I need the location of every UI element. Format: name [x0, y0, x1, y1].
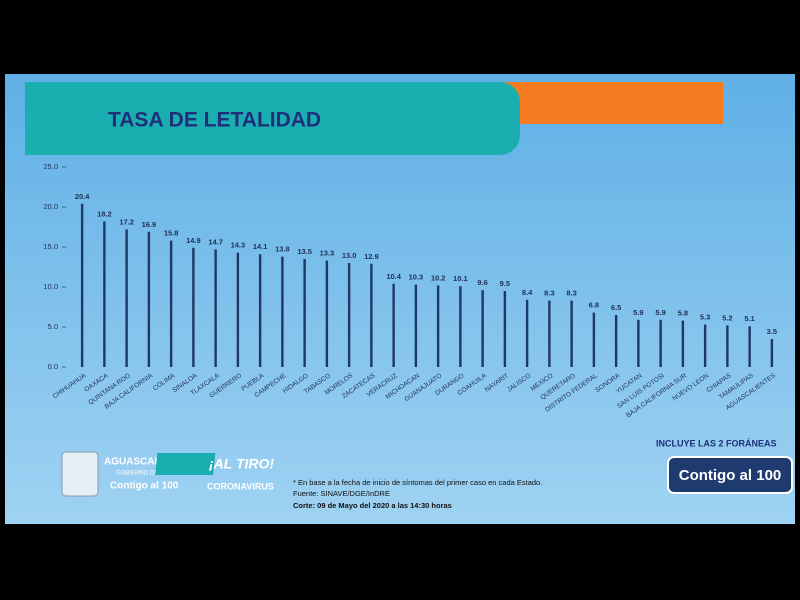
- slogan: Contigo al 100: [110, 481, 179, 492]
- bar: [614, 315, 618, 367]
- bar: [681, 320, 685, 367]
- value-label: 18.2: [97, 209, 112, 218]
- bar: [147, 231, 151, 367]
- bar: [80, 203, 84, 367]
- bar: [103, 221, 106, 367]
- y-tick-label: 25.0: [43, 162, 58, 171]
- value-label: 3.5: [767, 327, 777, 336]
- footer: AGUASCALIENTES GOBIERNO DEL ESTADO Conti…: [61, 438, 793, 510]
- y-tick-label: 15.0: [43, 242, 58, 251]
- campaign-box: [155, 453, 216, 475]
- value-label: 10.2: [431, 273, 446, 282]
- bar: [258, 254, 262, 367]
- value-label: 5.8: [678, 309, 688, 318]
- bar: [370, 263, 373, 367]
- bar: [592, 312, 596, 367]
- bar: [459, 286, 462, 367]
- value-label: 5.9: [633, 308, 643, 317]
- value-label: 14.9: [186, 236, 201, 245]
- bar: [325, 260, 329, 367]
- value-label: 13.8: [275, 245, 290, 254]
- value-label: 12.9: [364, 252, 379, 261]
- value-label: 17.2: [119, 217, 134, 226]
- bar: [659, 319, 662, 367]
- value-label: 6.8: [589, 301, 599, 310]
- note: * En base a la fecha de inicio de síntom…: [293, 478, 542, 487]
- value-label: 13.5: [297, 247, 312, 256]
- value-label: 14.3: [231, 241, 246, 250]
- value-label: 5.9: [655, 308, 665, 317]
- campaign-sub: CORONAVIRUS: [207, 481, 274, 491]
- value-label: 8.3: [544, 289, 554, 298]
- value-label: 15.8: [164, 229, 179, 238]
- bar: [303, 259, 306, 367]
- chart-title: TASA DE LETALIDAD: [108, 109, 321, 132]
- value-label: 9.6: [477, 278, 487, 287]
- bar: [703, 324, 707, 367]
- value-label: 6.5: [611, 303, 621, 312]
- bar: [347, 263, 351, 367]
- bar: [192, 247, 195, 367]
- government: GOBIERNO DEL ESTADO: [116, 471, 188, 477]
- value-label: 16.9: [142, 220, 157, 229]
- value-label: 20.4: [75, 192, 90, 201]
- bar: [236, 252, 240, 367]
- bar: [125, 229, 128, 367]
- value-label: 10.3: [409, 273, 424, 282]
- coat-of-arms: [61, 451, 99, 497]
- bar: [281, 256, 284, 367]
- value-label: 5.1: [744, 314, 754, 323]
- letterbox: [0, 524, 800, 600]
- badge-box: [667, 456, 793, 494]
- bar: [414, 284, 418, 367]
- y-tick-label: 20.0: [43, 202, 58, 211]
- bar: [392, 283, 395, 367]
- value-label: 10.4: [386, 272, 401, 281]
- y-tick-label: 5.0: [48, 322, 58, 331]
- bar: [436, 285, 440, 367]
- bar: [525, 299, 529, 367]
- badge: Contigo al 100: [679, 467, 782, 484]
- note: Corte: 09 de Mayo del 2020 a las 14:30 h…: [293, 501, 452, 510]
- bar: [169, 240, 173, 367]
- y-tick-label: 10.0: [43, 282, 58, 291]
- value-label: 8.3: [566, 289, 576, 298]
- bar: [548, 300, 551, 367]
- value-label: 10.1: [453, 274, 468, 283]
- bar: [748, 326, 751, 367]
- bar: [637, 319, 640, 367]
- value-label: 14.7: [208, 237, 223, 246]
- bar: [503, 291, 507, 367]
- bar: [570, 300, 573, 367]
- value-label: 13.3: [320, 249, 335, 258]
- y-tick-label: 0.0: [48, 362, 58, 371]
- header-band: [25, 82, 520, 155]
- bar: [770, 339, 774, 367]
- bar: [481, 290, 484, 367]
- state-name: AGUASCALIENTES: [104, 457, 197, 468]
- value-label: 14.1: [253, 242, 268, 251]
- value-label: 9.5: [500, 279, 510, 288]
- bar: [214, 249, 217, 367]
- value-label: 13.0: [342, 251, 357, 260]
- campaign: ¡AL TIRO!: [209, 456, 274, 472]
- bar: [726, 325, 729, 367]
- value-label: 5.2: [722, 313, 732, 322]
- badge-caption: INCLUYE LAS 2 FORÁNEAS: [656, 438, 777, 448]
- value-label: 5.3: [700, 313, 710, 322]
- note: Fuente: SINAVE/DGE/InDRE: [293, 489, 390, 498]
- value-label: 8.4: [522, 288, 533, 297]
